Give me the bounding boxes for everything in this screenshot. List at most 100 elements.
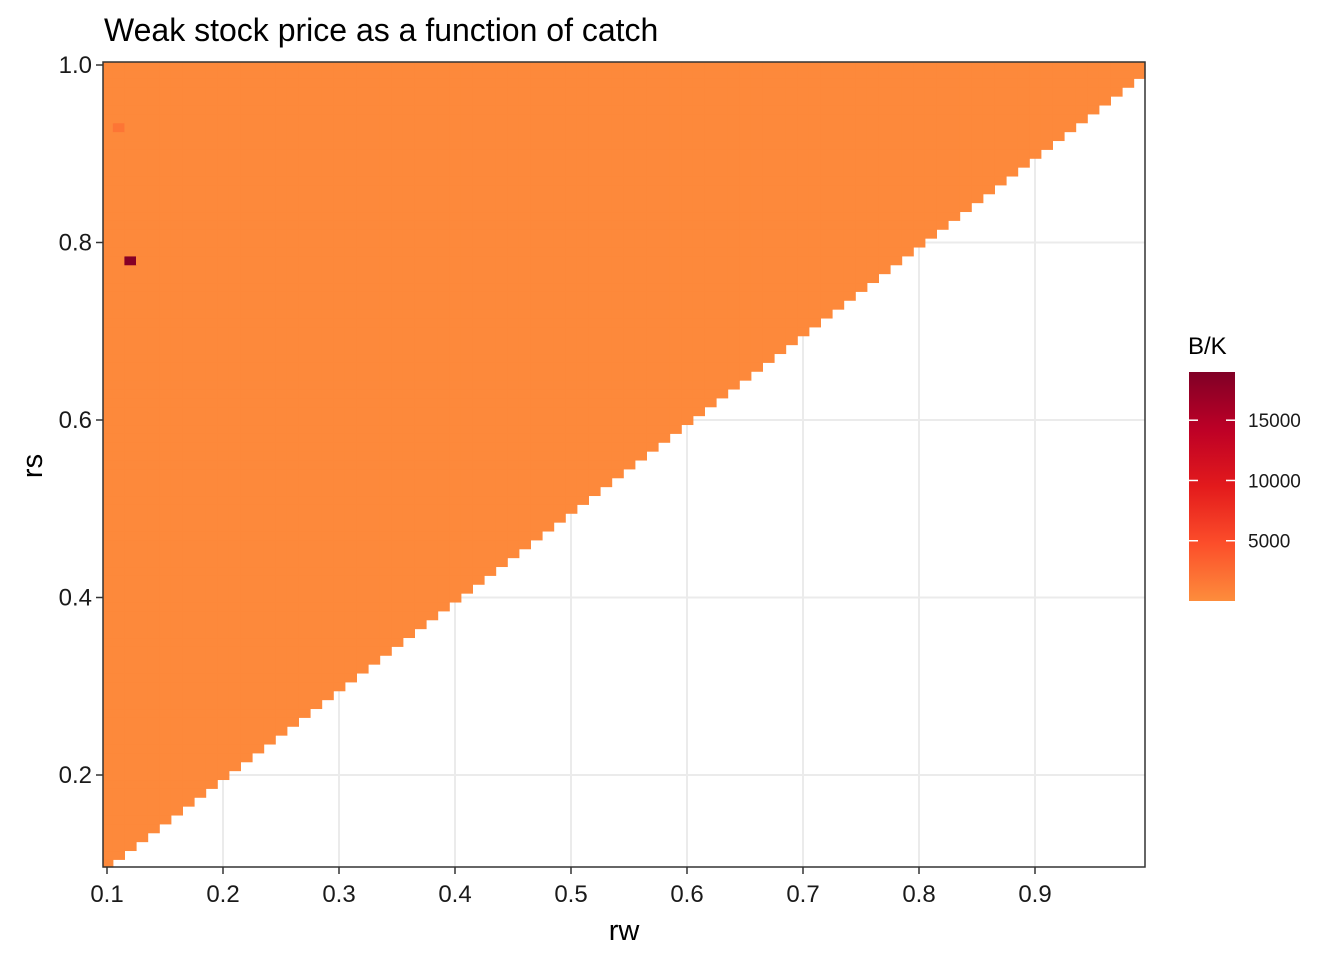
heatmap-cell xyxy=(936,140,949,150)
heatmap-cell xyxy=(797,309,810,319)
heatmap-cell xyxy=(484,459,497,470)
heatmap-cell xyxy=(103,593,114,603)
heatmap-cell xyxy=(843,96,856,106)
heatmap-cell xyxy=(611,113,624,124)
heatmap-cell xyxy=(286,246,299,257)
heatmap-cell xyxy=(588,335,601,346)
heatmap-cell xyxy=(832,122,845,133)
heatmap-cell xyxy=(194,539,207,550)
heatmap-cell xyxy=(716,335,729,346)
heatmap-cell xyxy=(170,291,183,301)
heatmap-cell xyxy=(971,62,984,71)
heatmap-cell xyxy=(437,184,450,195)
heatmap-cell xyxy=(1017,69,1030,79)
heatmap-cell xyxy=(310,468,323,479)
heatmap-cell xyxy=(681,397,694,408)
heatmap-cell xyxy=(542,371,555,381)
heatmap-cell xyxy=(333,406,346,417)
heatmap-cell xyxy=(275,371,288,381)
heatmap-cell xyxy=(275,326,288,337)
heatmap-cell xyxy=(576,486,589,497)
heatmap-cell xyxy=(808,122,821,133)
heatmap-cell xyxy=(136,530,149,541)
heatmap-cell xyxy=(774,282,787,292)
heatmap-cell xyxy=(774,69,787,79)
heatmap-cell xyxy=(576,415,589,426)
heatmap-cell xyxy=(310,335,323,346)
heatmap-cell xyxy=(159,184,172,195)
heatmap-cell xyxy=(182,211,195,221)
heatmap-cell xyxy=(472,415,485,426)
heatmap-cell xyxy=(750,362,763,372)
heatmap-cell xyxy=(530,238,543,248)
heatmap-cell xyxy=(623,459,636,470)
heatmap-cell xyxy=(495,353,508,363)
heatmap-cell xyxy=(159,362,172,372)
heatmap-cell xyxy=(379,575,392,585)
heatmap-cell xyxy=(692,326,705,337)
heatmap-cell xyxy=(460,69,473,79)
heatmap-cell xyxy=(205,167,218,177)
heatmap-cell xyxy=(704,362,717,372)
heatmap-cell xyxy=(414,229,427,239)
heatmap-cell xyxy=(170,468,183,479)
heatmap-cell xyxy=(124,566,137,576)
heatmap-cell xyxy=(182,353,195,363)
heatmap-cell xyxy=(228,406,241,417)
heatmap-cell xyxy=(507,300,520,310)
heatmap-cell xyxy=(217,672,230,683)
heatmap-cell xyxy=(588,362,601,372)
heatmap-cell xyxy=(333,637,346,647)
heatmap-cell xyxy=(1098,78,1111,88)
heatmap-cell xyxy=(182,468,195,479)
heatmap-cell xyxy=(658,406,671,417)
heatmap-cell xyxy=(576,113,589,124)
heatmap-cell xyxy=(646,300,659,310)
heatmap-cell xyxy=(310,238,323,248)
heatmap-cell xyxy=(518,353,531,363)
heatmap-cell xyxy=(669,344,682,355)
heatmap-cell xyxy=(1040,131,1053,142)
heatmap-cell xyxy=(356,291,369,301)
heatmap-cell xyxy=(484,548,497,559)
heatmap-cell xyxy=(658,371,671,381)
heatmap-cell xyxy=(103,380,114,390)
heatmap-cell xyxy=(252,610,265,621)
heatmap-cell xyxy=(205,566,218,576)
heatmap-cell xyxy=(739,122,752,133)
heatmap-cell xyxy=(147,495,160,505)
heatmap-cell xyxy=(878,122,891,133)
heatmap-cell xyxy=(286,220,299,230)
heatmap-cell xyxy=(217,175,230,186)
heatmap-cell xyxy=(762,220,775,230)
heatmap-cell xyxy=(159,664,172,674)
heatmap-cell xyxy=(112,530,125,541)
heatmap-cell xyxy=(402,495,415,505)
heatmap-cell xyxy=(530,415,543,426)
heatmap-cell xyxy=(103,637,114,647)
heatmap-cell xyxy=(460,442,473,452)
heatmap-cell xyxy=(460,326,473,337)
heatmap-cell xyxy=(103,504,114,514)
heatmap-cell xyxy=(310,610,323,621)
heatmap-cell xyxy=(263,619,276,630)
heatmap-cell xyxy=(449,397,462,408)
heatmap-cell xyxy=(843,69,856,79)
heatmap-cell xyxy=(518,282,531,292)
heatmap-cell xyxy=(252,87,265,97)
heatmap-cell xyxy=(182,451,195,461)
heatmap-cell xyxy=(843,104,856,115)
heatmap-cell xyxy=(263,131,276,142)
heatmap-cell xyxy=(112,486,125,497)
heatmap-cell xyxy=(518,246,531,257)
heatmap-cell xyxy=(240,664,253,674)
heatmap-cell xyxy=(159,699,172,710)
heatmap-cell xyxy=(750,69,763,79)
heatmap-cell xyxy=(194,344,207,355)
heatmap-cell xyxy=(263,344,276,355)
heatmap-cell xyxy=(646,282,659,292)
heatmap-cell xyxy=(553,406,566,417)
heatmap-cell xyxy=(774,255,787,266)
heatmap-cell xyxy=(681,158,694,168)
heatmap-cell xyxy=(379,522,392,532)
